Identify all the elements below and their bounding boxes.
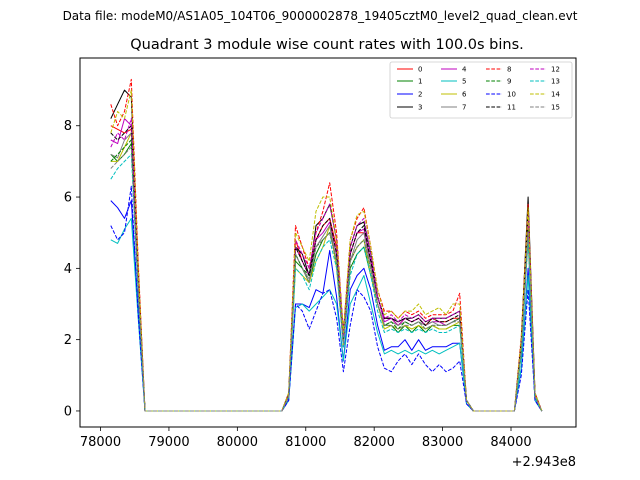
x-tick-label: 82000 bbox=[353, 435, 394, 450]
x-tick-label: 83000 bbox=[422, 435, 463, 450]
legend-frame bbox=[389, 61, 573, 119]
series-layer bbox=[110, 78, 543, 412]
figure-suptitle: Data file: modeM0/AS1A05_104T06_90000028… bbox=[63, 9, 578, 23]
y-tick-label: 6 bbox=[64, 191, 72, 206]
x-tick-label: 81000 bbox=[285, 435, 326, 450]
axes-background bbox=[80, 58, 576, 427]
chart-title: Quadrant 3 module wise count rates with … bbox=[130, 37, 524, 53]
legend-label-5: 5 bbox=[462, 78, 466, 86]
legend-label-8: 8 bbox=[507, 66, 511, 74]
legend-label-6: 6 bbox=[462, 91, 467, 99]
legend-label-3: 3 bbox=[418, 104, 422, 112]
y-tick-label: 8 bbox=[64, 119, 72, 134]
axes-frame bbox=[79, 57, 577, 428]
legend-label-0: 0 bbox=[418, 66, 422, 74]
legend-label-2: 2 bbox=[418, 91, 422, 99]
x-tick-label: 80000 bbox=[217, 435, 258, 450]
legend-label-15: 15 bbox=[551, 104, 560, 112]
series-line-15 bbox=[110, 146, 543, 412]
legend-label-1: 1 bbox=[418, 78, 422, 86]
legend-label-12: 12 bbox=[551, 66, 560, 74]
legend-label-11: 11 bbox=[507, 104, 516, 112]
legend-label-10: 10 bbox=[507, 91, 516, 99]
y-tick-label: 2 bbox=[64, 333, 72, 348]
y-tick-label: 0 bbox=[64, 404, 72, 419]
legend-label-9: 9 bbox=[507, 78, 511, 86]
y-axis: 0 2 4 6 8 bbox=[64, 119, 80, 419]
x-offset-label: +2.943e8 bbox=[512, 455, 576, 470]
x-axis: 78000 79000 80000 81000 82000 83000 84000 bbox=[80, 427, 532, 450]
x-tick-label: 84000 bbox=[490, 435, 531, 450]
legend-label-7: 7 bbox=[462, 104, 466, 112]
legend-label-4: 4 bbox=[462, 66, 467, 74]
y-tick-label: 4 bbox=[64, 262, 72, 277]
x-tick-label: 79000 bbox=[148, 435, 189, 450]
plot-area bbox=[79, 57, 577, 428]
x-tick-label: 78000 bbox=[80, 435, 121, 450]
legend-label-14: 14 bbox=[551, 91, 560, 99]
legend-label-13: 13 bbox=[551, 78, 560, 86]
